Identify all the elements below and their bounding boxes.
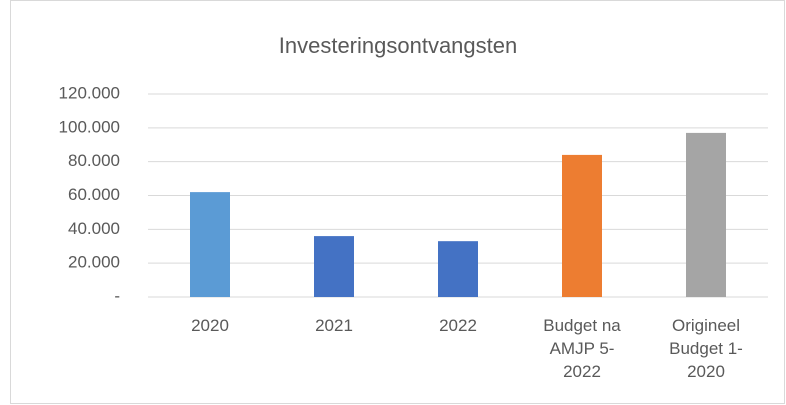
bar (562, 154, 602, 297)
x-tick-label: 2020 (191, 316, 229, 335)
y-tick-label: 40.000 (68, 219, 120, 238)
x-tick-label: 2022 (439, 316, 477, 335)
bar (314, 236, 354, 297)
bar (438, 241, 478, 297)
x-tick-label: 2021 (315, 316, 353, 335)
y-tick-label: 60.000 (68, 185, 120, 204)
chart-title: Investeringsontvangsten (279, 33, 518, 58)
x-tick-label: Budget na AMJP 5- 2022 (543, 316, 621, 381)
chart-border (10, 0, 785, 404)
y-tick-label: 100.000 (59, 117, 120, 136)
y-tick-label: 20.000 (68, 253, 120, 272)
y-tick-label: 80.000 (68, 151, 120, 170)
x-tick-label: Origineel Budget 1- 2020 (669, 316, 743, 381)
y-tick-label: - (114, 286, 120, 305)
bar (190, 192, 230, 297)
bar (686, 132, 726, 297)
y-tick-label: 120.000 (59, 83, 120, 102)
